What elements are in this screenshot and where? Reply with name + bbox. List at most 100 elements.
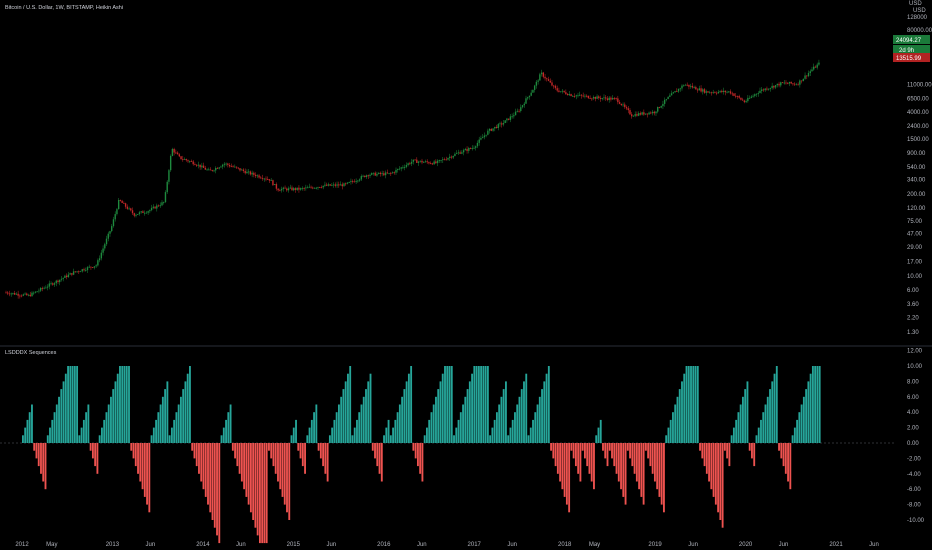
bear-sequence-bar (134, 443, 137, 467)
bear-sequence-bar (240, 443, 243, 482)
bull-sequence-bar (468, 381, 471, 443)
bull-sequence-bar (744, 389, 747, 443)
bull-sequence-bar (473, 366, 476, 443)
time-axis-label: 2015 (287, 542, 301, 548)
candle-body (674, 91, 676, 93)
candle-body (43, 287, 45, 289)
candle-body (660, 106, 662, 108)
bear-sequence-bar (608, 443, 611, 451)
candle-body (759, 90, 761, 93)
candle-body (663, 99, 666, 104)
bear-sequence-bar (35, 443, 38, 459)
candle-body (707, 91, 709, 93)
bull-sequence-bar (394, 419, 397, 443)
candle-body (221, 164, 224, 167)
candle-body (355, 181, 357, 182)
bull-sequence-bar (669, 419, 672, 443)
bear-sequence-bar (651, 443, 654, 474)
candle-body (156, 205, 158, 209)
candle-body (152, 206, 155, 208)
candle-body (670, 93, 673, 96)
bull-sequence-bar (405, 381, 408, 443)
bear-sequence-bar (94, 443, 97, 467)
candle-body (286, 188, 288, 191)
bull-sequence-bar (475, 366, 478, 443)
bull-sequence-bar (168, 435, 171, 443)
candle-body (773, 85, 775, 88)
candle-body (227, 163, 229, 165)
candle-body (579, 94, 581, 96)
candle-body (199, 164, 201, 168)
bull-sequence-bar (182, 389, 185, 443)
bull-sequence-bar (110, 396, 112, 443)
bear-sequence-bar (626, 443, 629, 451)
bear-sequence-bar (272, 443, 275, 467)
candle-body (289, 187, 291, 189)
candle-body (327, 184, 330, 186)
candle-body (627, 108, 629, 111)
candle-body (537, 80, 539, 82)
bull-sequence-bar (173, 419, 176, 443)
current-price-tag: 24094.27 (893, 35, 930, 44)
bull-sequence-bar (459, 412, 462, 443)
candle-body (702, 89, 704, 92)
indicator-pane[interactable] (0, 366, 895, 544)
candle-body (546, 78, 548, 80)
bull-sequence-bar (502, 389, 505, 443)
candle-body (698, 88, 701, 91)
candle-body (558, 90, 560, 92)
bull-sequence-bar (164, 389, 167, 443)
candle-body (109, 231, 111, 234)
bull-sequence-bar (441, 373, 444, 443)
bull-sequence-bar (525, 373, 528, 443)
candle-body (457, 152, 460, 154)
bear-sequence-bar (726, 443, 729, 459)
time-axis-label: 2016 (377, 542, 391, 548)
price-pane[interactable] (5, 59, 820, 299)
indicator-axis-label: -6.00 (907, 487, 921, 493)
bull-sequence-bar (520, 389, 523, 443)
bull-sequence-bar (410, 366, 413, 443)
bull-sequence-bar (446, 366, 449, 443)
bear-sequence-bar (577, 443, 580, 474)
bear-sequence-bar (207, 443, 209, 505)
candle-body (606, 98, 609, 100)
candle-body (140, 211, 142, 213)
indicator-axis-label: 8.00 (907, 379, 919, 385)
candle-body (261, 178, 264, 179)
bear-sequence-bar (703, 443, 706, 467)
bear-sequence-bar (96, 443, 99, 474)
candle-body (502, 123, 505, 125)
candle-body (336, 184, 338, 186)
price-axis-label: 47.00 (907, 232, 923, 238)
bear-sequence-bar (421, 443, 424, 482)
candle-body (438, 160, 441, 161)
candle-body (7, 292, 9, 294)
candle-body (598, 96, 600, 98)
bear-sequence-bar (604, 443, 607, 459)
bull-sequence-bar (755, 435, 758, 443)
indicator-axis[interactable]: 12.00 10.00 8.00 6.00 4.00 2.00 0.00 -2.00 -4.00… (907, 349, 925, 524)
candle-body (799, 80, 801, 85)
time-axis-label: May (589, 542, 600, 548)
candle-body (62, 277, 64, 279)
candle-body (478, 139, 480, 143)
price-axis[interactable]: 12800080000.004000011000.006500.004000.0… (907, 15, 932, 336)
candle-body (735, 95, 737, 97)
candle-body (85, 270, 87, 271)
bull-sequence-bar (125, 366, 128, 443)
candle-body (242, 169, 245, 171)
bull-sequence-bar (532, 419, 534, 443)
candle-body (154, 206, 156, 209)
bear-sequence-bar (640, 443, 643, 497)
candle-body (78, 271, 80, 273)
candle-body (488, 128, 491, 131)
bull-sequence-bar (119, 366, 121, 443)
candle-body (301, 188, 304, 189)
time-axis[interactable]: 2012 May 2013 Jun 2014 Jun 2015 Jun 2016 Jun 2017 J… (15, 542, 879, 548)
bull-sequence-bar (732, 427, 735, 443)
candle-body (20, 295, 23, 297)
candle-body (426, 161, 428, 163)
candle-body (480, 138, 482, 140)
